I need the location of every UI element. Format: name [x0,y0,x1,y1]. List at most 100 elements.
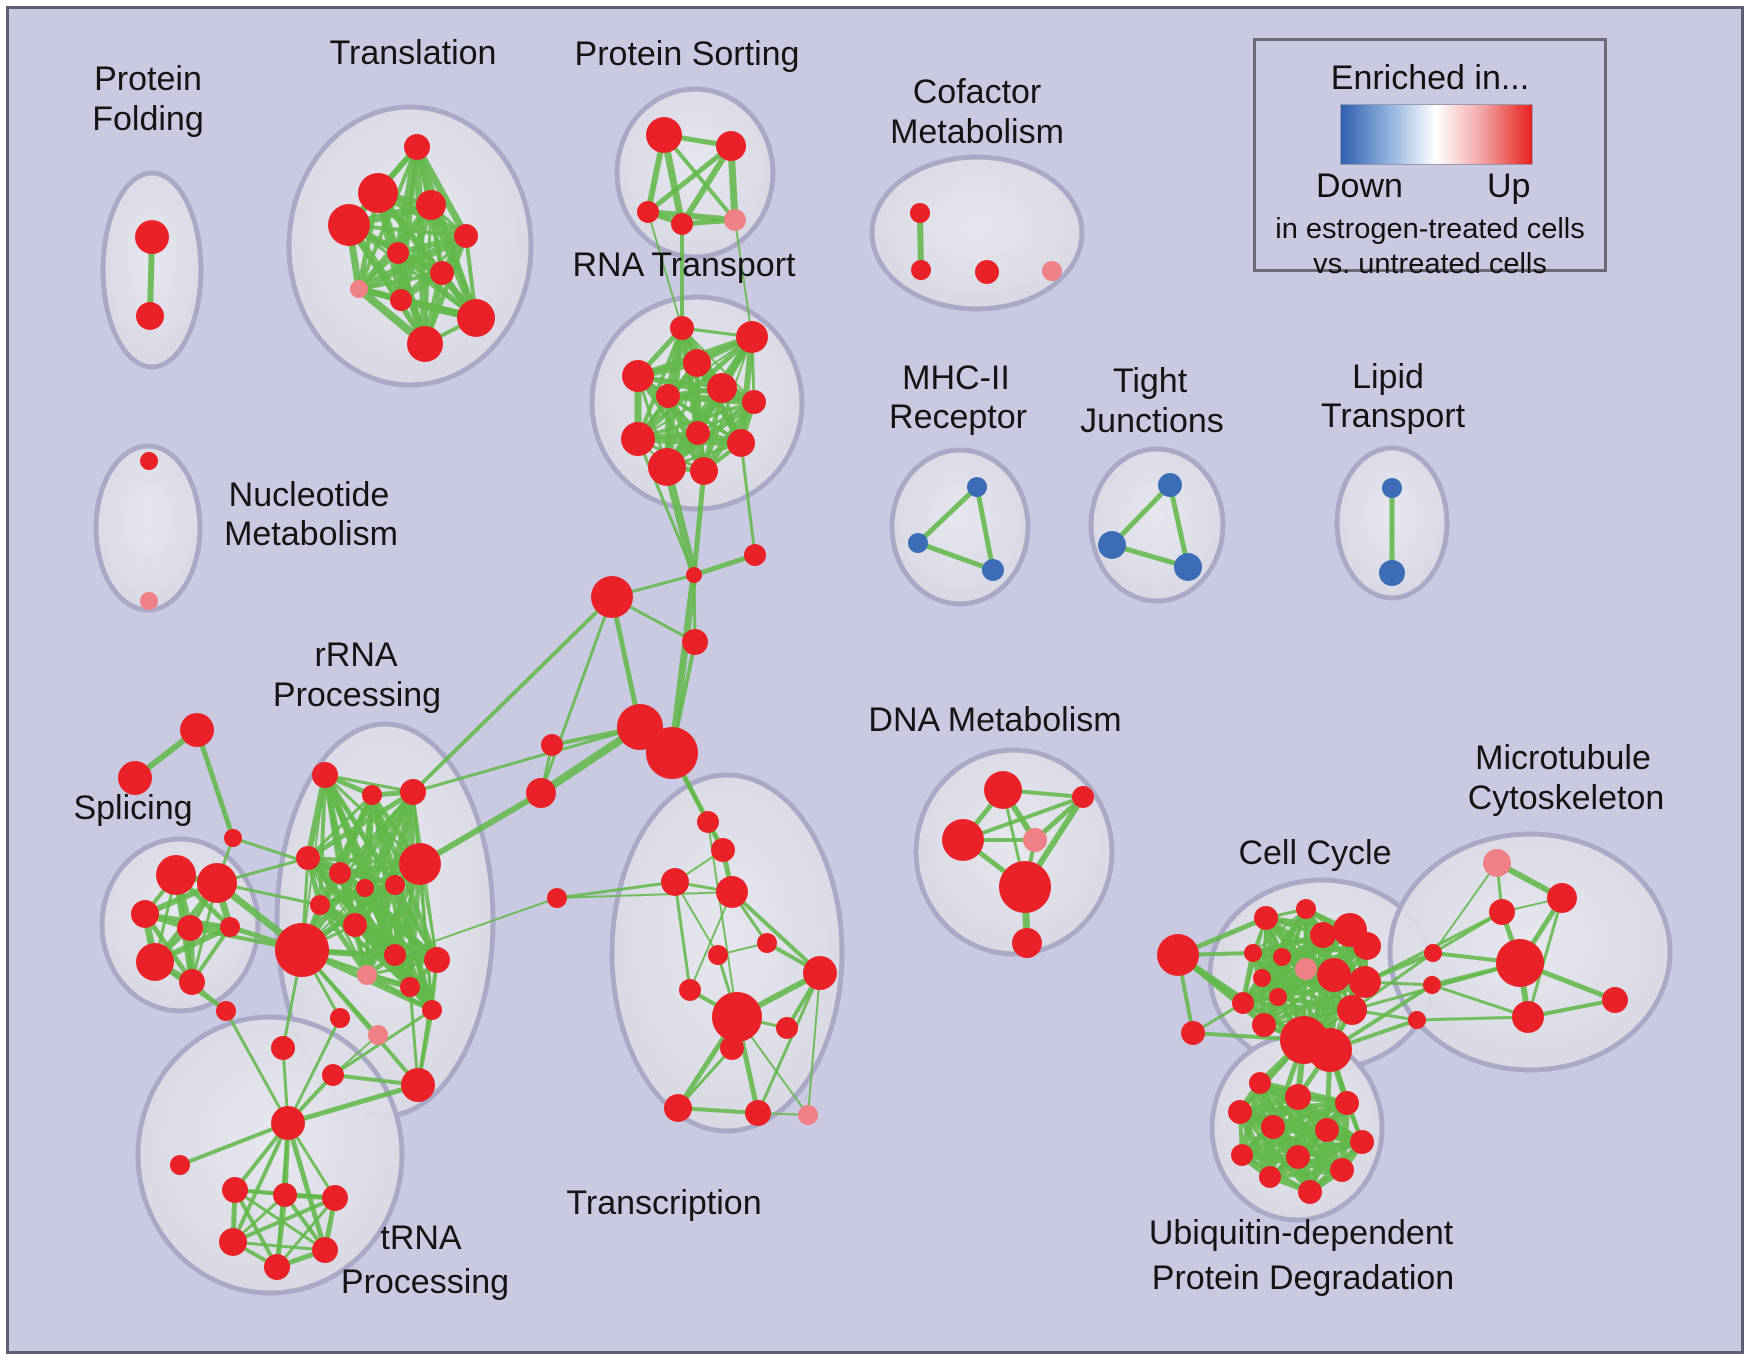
network-node [690,457,718,485]
network-node [368,1025,388,1045]
network-node [724,209,746,231]
network-edge [1415,1015,1530,1022]
network-node [637,201,659,223]
network-node [385,875,405,895]
network-node [686,421,710,445]
network-node [656,384,680,408]
network-node [400,779,426,805]
cluster-label: Processing [273,676,441,714]
cluster-label: RNA Transport [573,246,797,284]
network-edge [915,540,996,573]
network-node [264,1254,290,1280]
network-edge [636,374,706,473]
network-node [457,299,495,337]
network-node [131,900,159,928]
network-edge [738,334,755,446]
network-node [1483,849,1511,877]
network-node [1330,1158,1354,1182]
network-node [712,992,762,1042]
network-edge [915,484,980,546]
network-node [984,771,1022,809]
network-edge [317,902,440,963]
network-edge [323,773,415,794]
network-node [1157,934,1199,976]
cluster-label: Junctions [1080,402,1224,440]
network-edge [417,790,544,867]
network-node [170,1155,190,1175]
network-edge [231,1196,337,1244]
network-node [424,947,450,973]
network-node [1379,560,1405,586]
network-node [999,861,1051,913]
network-node [177,915,203,941]
cluster-label: Protein Degradation [1152,1259,1454,1297]
network-edge [231,836,342,875]
network-node [118,761,152,795]
cluster-label: Protein [94,60,202,98]
network-node [1296,899,1316,919]
network-node [216,1001,236,1021]
network-node [727,429,755,457]
network-edge [1241,1001,1354,1012]
network-node [757,933,777,953]
network-node [219,1228,247,1256]
cluster-ellipse-cofactor-metabolism [869,154,1085,312]
network-node [1253,969,1271,987]
legend-down-label: Down [1316,167,1403,205]
network-edge [734,219,753,338]
network-edge [1252,908,1307,954]
network-edge [1267,1167,1345,1180]
network-edge [416,958,439,1087]
cluster-label: MHC-II [902,359,1010,397]
cluster-label: Transcription [566,1184,761,1222]
cluster-label: Cytoskeleton [1468,779,1665,817]
network-node [683,349,711,377]
network-node [343,913,367,937]
network-nodes-layer [118,117,1628,1280]
network-node [1232,992,1254,1014]
network-node [648,448,686,486]
network-node [275,923,329,977]
network-edge [1239,1127,1330,1158]
network-node [908,533,928,553]
network-node [296,846,320,870]
network-node [328,204,370,246]
network-node [646,117,682,153]
network-node [224,829,242,847]
network-node [686,567,702,583]
network-edge [555,880,677,900]
network-edge [286,1016,342,1125]
cluster-label: DNA Metabolism [868,701,1121,739]
network-node [720,1036,744,1060]
cluster-label: Cofactor [913,73,1042,111]
cluster-label: Splicing [73,789,192,827]
network-node [356,879,374,897]
network-node [1259,1166,1281,1188]
network-edge [1430,983,1530,1019]
network-edge [807,972,821,1116]
network-node [220,917,240,937]
network-node [664,1094,692,1122]
network-edge [357,271,444,291]
network-edge [636,400,756,441]
legend-gradient-bar [1340,104,1533,165]
network-node [1308,1028,1352,1072]
network-node [682,629,708,655]
network-edge [306,793,374,860]
network-node [670,316,694,340]
network-node [742,390,766,414]
network-node [330,1008,350,1028]
network-node [1310,922,1336,948]
cluster-label: Processing [341,1263,509,1301]
network-edge [961,795,1085,842]
network-node [1547,883,1577,913]
network-node [399,843,441,885]
network-edge [194,727,236,841]
cluster-label: Cell Cycle [1238,834,1391,872]
cluster-label: Translation [330,34,497,72]
network-node [776,1017,798,1039]
network-edge [664,392,758,406]
network-node [271,1036,295,1060]
network-edge [285,1082,421,1126]
